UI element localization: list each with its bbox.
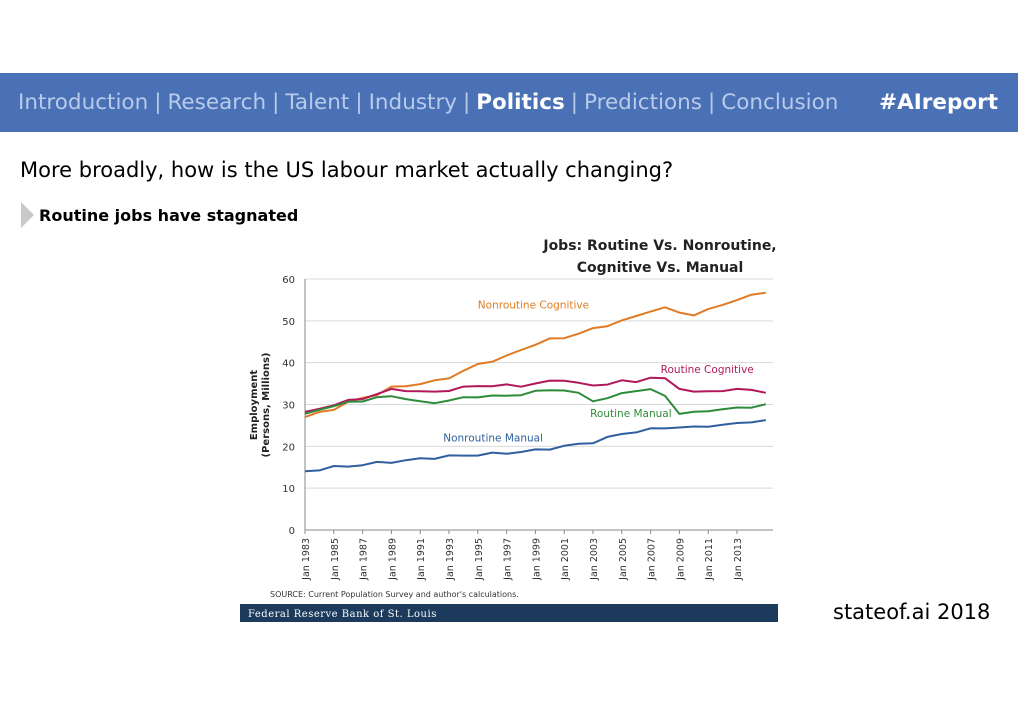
series-label: Nonroutine Cognitive [478, 299, 589, 311]
x-tick-label: Jan 1993 [445, 538, 456, 581]
x-tick-label: Jan 2005 [618, 538, 629, 581]
nav-separator: | [570, 90, 578, 115]
chart-svg: Jobs: Routine Vs. Nonroutine, Cognitive V… [240, 238, 778, 622]
y-axis-label: (Persons, Millions) [261, 353, 272, 458]
x-tick-label: Jan 1999 [531, 538, 542, 581]
y-axis-label: Employment [249, 370, 260, 441]
top-nav-bar: Introduction | Research | Talent | Industry | Po… [0, 73, 1018, 132]
y-tick-label: 0 [289, 526, 295, 537]
x-tick-label: Jan 1983 [301, 538, 312, 581]
nav-separator: | [355, 90, 363, 115]
chart-title-line: Cognitive Vs. Manual [577, 260, 744, 276]
chart-title-line: Jobs: Routine Vs. Nonroutine, [542, 238, 776, 254]
x-tick-label: Jan 1989 [387, 538, 398, 581]
nav-item-industry[interactable]: Industry [368, 90, 458, 115]
y-tick-label: 20 [282, 442, 295, 453]
x-tick-label: Jan 2009 [675, 538, 686, 581]
bullet-text: Routine jobs have stagnated [39, 206, 299, 225]
x-tick-label: Jan 1987 [359, 538, 370, 581]
nav-item-talent[interactable]: Talent [285, 90, 350, 115]
x-tick-label: Jan 2011 [704, 538, 715, 581]
series-line-3 [304, 419, 766, 473]
nav-item-conclusion[interactable]: Conclusion [721, 90, 839, 115]
source-note: SOURCE: Current Population Survey and au… [270, 590, 519, 599]
y-tick-label: 30 [282, 401, 295, 412]
x-tick-label: Jan 2001 [560, 538, 571, 581]
x-tick-label: Jan 2003 [589, 538, 600, 581]
x-tick-label: Jan 1995 [474, 538, 485, 581]
nav-separator: | [272, 90, 280, 115]
fed-banner-bg [240, 604, 778, 622]
employment-chart: Jobs: Routine Vs. Nonroutine, Cognitive V… [240, 230, 780, 625]
nav-separator: | [708, 90, 716, 115]
hashtag-label: #AIreport [879, 90, 998, 115]
series-label: Nonroutine Manual [443, 433, 543, 445]
bullet-arrow-icon [21, 202, 34, 228]
x-tick-label: Jan 2007 [647, 538, 658, 581]
footer-brand: stateof.ai 2018 [833, 600, 991, 624]
nav-item-introduction[interactable]: Introduction [18, 90, 149, 115]
y-tick-label: 40 [282, 359, 295, 370]
nav-item-research[interactable]: Research [167, 90, 267, 115]
x-tick-label: Jan 2013 [733, 538, 744, 581]
series-label: Routine Manual [590, 408, 672, 420]
nav-item-politics[interactable]: Politics [476, 90, 565, 115]
x-tick-label: Jan 1997 [503, 538, 514, 581]
y-tick-label: 50 [282, 317, 295, 328]
x-tick-label: Jan 1991 [416, 538, 427, 581]
series-line-2 [304, 388, 767, 415]
nav-item-predictions[interactable]: Predictions [584, 90, 703, 115]
y-tick-label: 60 [282, 275, 295, 286]
series-label: Routine Cognitive [661, 364, 754, 376]
nav-separator: | [463, 90, 471, 115]
fed-banner-text: Federal Reserve Bank of St. Louis [248, 609, 437, 620]
nav-links: Introduction | Research | Talent | Industry | Po… [18, 90, 838, 115]
x-tick-label: Jan 1985 [330, 538, 341, 581]
slide-title: More broadly, how is the US labour marke… [20, 158, 674, 182]
series-line-1 [304, 376, 766, 413]
y-tick-label: 10 [282, 484, 295, 495]
nav-separator: | [154, 90, 162, 115]
